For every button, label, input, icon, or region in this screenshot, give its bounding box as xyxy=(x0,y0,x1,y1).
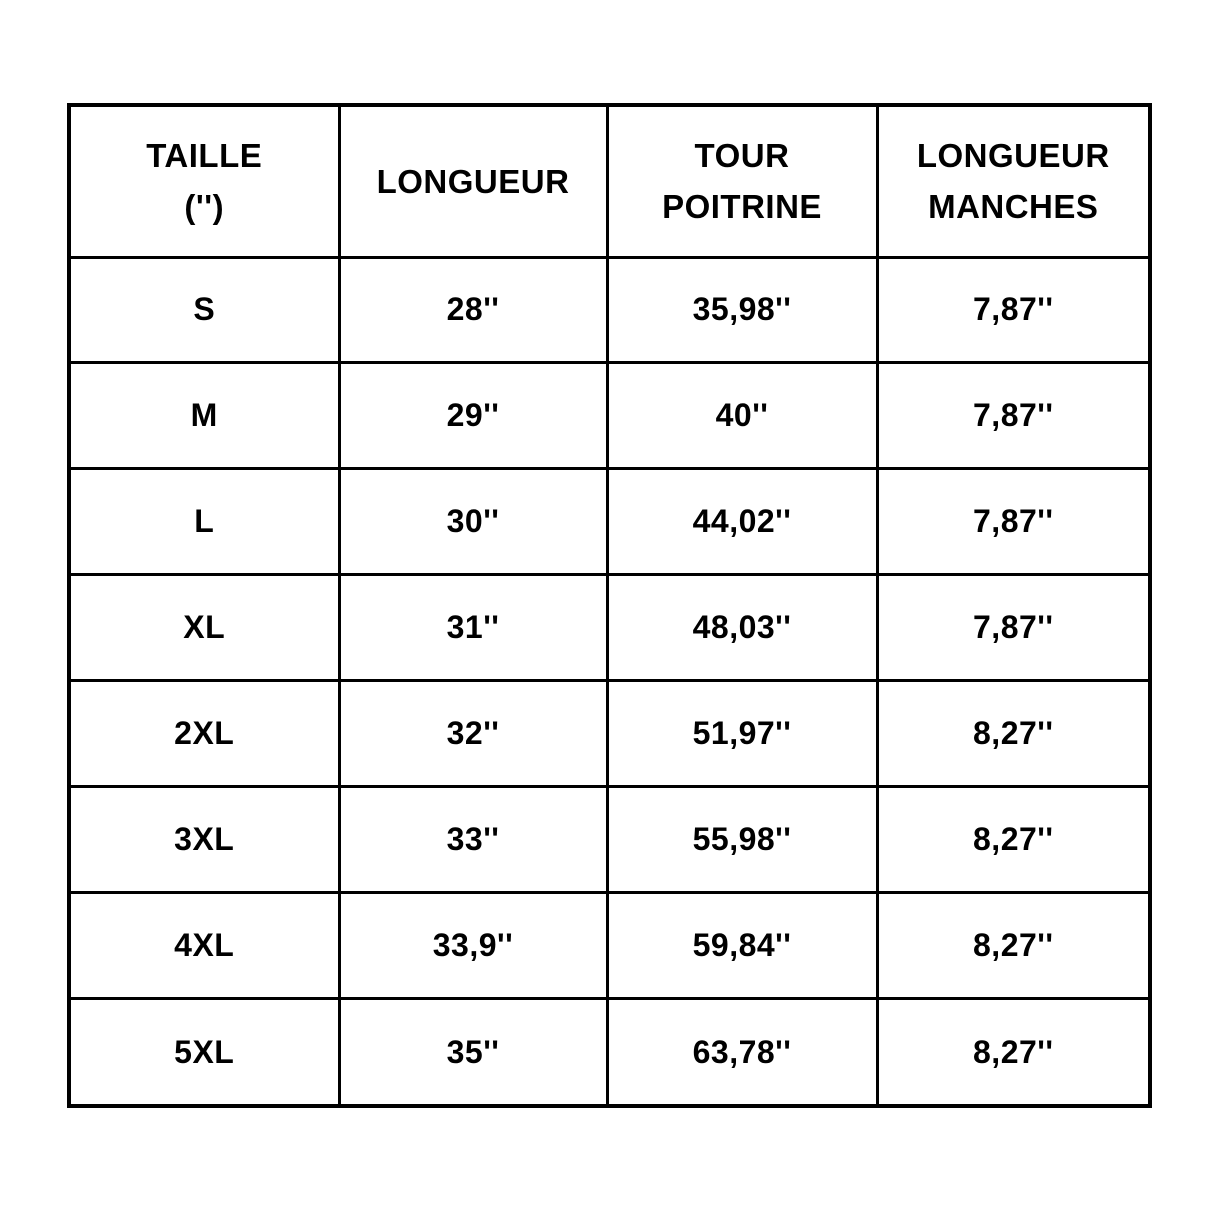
cell-size: XL xyxy=(67,573,341,683)
cell-tour-poitrine: 63,78'' xyxy=(605,997,879,1108)
header-line: LONGUEUR xyxy=(376,162,570,200)
cell-tour-poitrine: 44,02'' xyxy=(605,467,879,577)
cell-tour-poitrine: 51,97'' xyxy=(605,679,879,789)
cell-tour-poitrine: 40'' xyxy=(605,361,879,471)
header-line: MANCHES xyxy=(928,188,1099,226)
column-header-longueur: LONGUEUR xyxy=(337,103,609,259)
cell-tour-poitrine: 55,98'' xyxy=(605,785,879,895)
size-row-s: S 28'' 35,98'' 7,87'' xyxy=(67,255,1152,365)
header-line: ('') xyxy=(184,188,225,226)
cell-tour-poitrine: 35,98'' xyxy=(605,255,879,365)
size-row-xl: XL 31'' 48,03'' 7,87'' xyxy=(67,573,1152,683)
cell-longueur: 33,9'' xyxy=(337,891,609,1001)
size-row-m: M 29'' 40'' 7,87'' xyxy=(67,361,1152,471)
cell-longueur-manches: 8,27'' xyxy=(875,679,1152,789)
cell-size: 2XL xyxy=(67,679,341,789)
cell-size: 5XL xyxy=(67,997,341,1108)
cell-longueur: 30'' xyxy=(337,467,609,577)
cell-longueur-manches: 7,87'' xyxy=(875,573,1152,683)
table-header-row: TAILLE ('') LONGUEUR TOUR POITRINE LONGU… xyxy=(67,103,1152,259)
column-header-tour-poitrine: TOUR POITRINE xyxy=(605,103,879,259)
cell-longueur: 31'' xyxy=(337,573,609,683)
cell-longueur-manches: 7,87'' xyxy=(875,467,1152,577)
cell-longueur-manches: 7,87'' xyxy=(875,361,1152,471)
size-row-4xl: 4XL 33,9'' 59,84'' 8,27'' xyxy=(67,891,1152,1001)
size-row-2xl: 2XL 32'' 51,97'' 8,27'' xyxy=(67,679,1152,789)
cell-longueur-manches: 8,27'' xyxy=(875,997,1152,1108)
size-row-5xl: 5XL 35'' 63,78'' 8,27'' xyxy=(67,997,1152,1108)
header-line: LONGUEUR xyxy=(916,137,1110,175)
cell-tour-poitrine: 48,03'' xyxy=(605,573,879,683)
size-row-3xl: 3XL 33'' 55,98'' 8,27'' xyxy=(67,785,1152,895)
cell-size: L xyxy=(67,467,341,577)
cell-longueur: 29'' xyxy=(337,361,609,471)
cell-size: 3XL xyxy=(67,785,341,895)
header-line: POITRINE xyxy=(662,188,822,226)
cell-longueur-manches: 7,87'' xyxy=(875,255,1152,365)
cell-size: M xyxy=(67,361,341,471)
cell-longueur: 28'' xyxy=(337,255,609,365)
cell-longueur-manches: 8,27'' xyxy=(875,891,1152,1001)
size-row-l: L 30'' 44,02'' 7,87'' xyxy=(67,467,1152,577)
cell-size: S xyxy=(67,255,341,365)
cell-longueur: 33'' xyxy=(337,785,609,895)
size-chart-table: TAILLE ('') LONGUEUR TOUR POITRINE LONGU… xyxy=(67,103,1152,1108)
cell-longueur: 32'' xyxy=(337,679,609,789)
cell-tour-poitrine: 59,84'' xyxy=(605,891,879,1001)
column-header-taille: TAILLE ('') xyxy=(67,103,341,259)
header-line: TAILLE xyxy=(146,137,263,175)
cell-longueur: 35'' xyxy=(337,997,609,1108)
header-line: TOUR xyxy=(694,137,790,175)
column-header-longueur-manches: LONGUEUR MANCHES xyxy=(875,103,1152,259)
table-body: S 28'' 35,98'' 7,87'' M 29'' 40'' 7,87''… xyxy=(67,255,1152,1108)
cell-size: 4XL xyxy=(67,891,341,1001)
cell-longueur-manches: 8,27'' xyxy=(875,785,1152,895)
